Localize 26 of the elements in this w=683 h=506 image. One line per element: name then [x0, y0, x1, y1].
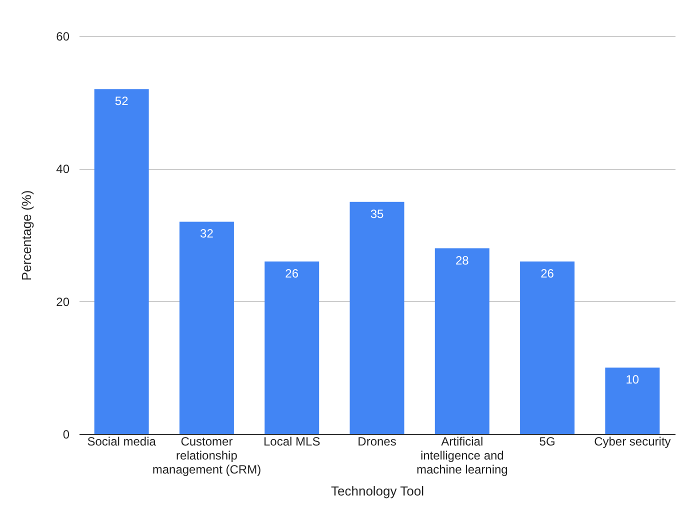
bar — [520, 262, 575, 434]
x-tick-label: Local MLS — [264, 434, 320, 448]
bar — [94, 89, 149, 434]
y-tick-label: 40 — [56, 162, 70, 176]
data-label: 26 — [285, 266, 299, 281]
x-tick-label: Social media — [87, 434, 156, 448]
bar — [264, 262, 320, 434]
x-tick-label: Cyber security — [594, 434, 671, 448]
y-axis-title: Percentage (%) — [19, 190, 34, 281]
data-label: 52 — [114, 94, 129, 108]
bar — [605, 368, 660, 434]
bar — [179, 222, 234, 434]
bar — [434, 248, 490, 434]
data-label: 10 — [626, 372, 640, 387]
y-tick-label: 0 — [62, 428, 70, 442]
y-tick-label: 60 — [56, 30, 70, 44]
data-label: 32 — [200, 226, 214, 241]
bar — [350, 202, 404, 434]
y-tick-label: 20 — [56, 294, 70, 309]
data-label: 28 — [455, 253, 470, 268]
x-axis-title: Technology Tool — [331, 484, 424, 498]
x-tick-label: Drones — [358, 434, 396, 448]
x-tick-label: Artificial intelligence and machine learning — [416, 434, 508, 476]
data-label: 26 — [540, 266, 554, 281]
x-tick-label: 5G — [539, 434, 556, 448]
data-label: 35 — [370, 206, 384, 221]
